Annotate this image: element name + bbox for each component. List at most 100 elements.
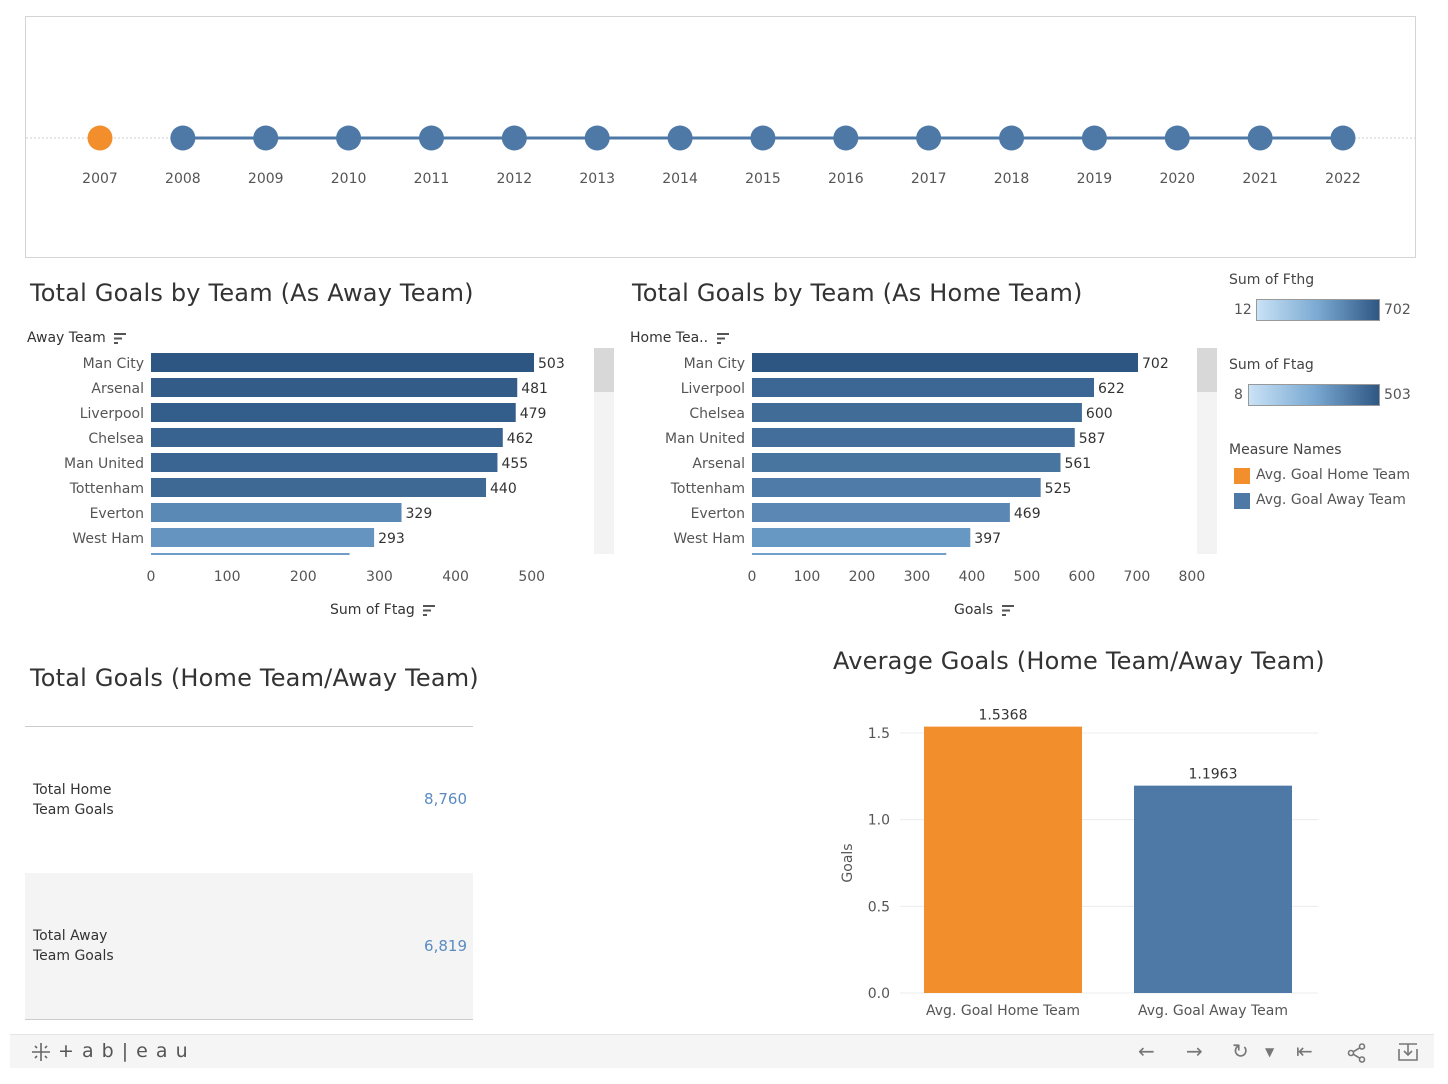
away-category-label[interactable]: Everton [90,506,144,522]
timeline-year-label[interactable]: 2017 [911,171,947,187]
away-value-label: 455 [501,456,528,472]
timeline-point-2009[interactable] [253,125,279,151]
legend-item-away[interactable]: Avg. Goal Away Team [1256,492,1406,508]
home-bar[interactable] [752,353,1138,372]
away-scrollbar-thumb[interactable] [594,348,614,392]
home-category-label[interactable]: Chelsea [689,406,745,422]
timeline-point-2013[interactable] [584,125,610,151]
timeline-year-label[interactable]: 2013 [579,171,615,187]
away-category-label[interactable]: Tottenham [69,481,144,497]
year-timeline: 2007 2008 2009 2010 2011 2012 2013 2014 2015 2016… [26,125,1415,187]
timeline-year-label[interactable]: 2015 [745,171,781,187]
home-category-label[interactable]: Arsenal [692,456,745,472]
timeline-point-2015[interactable] [750,125,776,151]
sort-icon[interactable] [1001,604,1014,616]
avg-bar[interactable] [1134,785,1292,993]
away-bar[interactable] [151,353,534,372]
timeline-point-2018[interactable] [999,125,1025,151]
avg-bar[interactable] [924,726,1082,993]
home-chart-scrollbar[interactable] [1197,348,1217,554]
away-bar[interactable] [151,478,487,497]
timeline-point-2008[interactable] [170,125,196,151]
away-bar[interactable] [151,378,518,397]
home-bar[interactable] [752,503,1010,522]
away-x-axis-label: Sum of Ftag [330,602,415,618]
timeline-point-2012[interactable] [501,125,527,151]
timeline-point-2017[interactable] [916,125,942,151]
timeline-year-label[interactable]: 2008 [165,171,201,187]
timeline-point-2014[interactable] [667,125,693,151]
away-x-axis-title[interactable]: Sum of Ftag [330,602,436,618]
away-category-label[interactable]: Liverpool [80,406,144,422]
home-category-label[interactable]: Man City [684,356,745,372]
home-bar[interactable] [752,428,1075,447]
chevron-down-icon[interactable]: ▼ [1265,1045,1275,1059]
home-category-label[interactable]: West Ham [673,531,745,547]
timeline-point-2010[interactable] [336,125,362,151]
away-x-tick: 100 [214,569,241,585]
away-bar[interactable] [151,528,375,547]
legend-item-home[interactable]: Avg. Goal Home Team [1256,467,1410,483]
download-icon[interactable] [1396,1041,1420,1063]
timeline-point-2019[interactable] [1081,125,1107,151]
timeline-year-label[interactable]: 2022 [1325,171,1361,187]
timeline-year-label[interactable]: 2021 [1242,171,1278,187]
sort-icon[interactable] [423,604,436,616]
tableau-toolbar: + a b | e a u ← → ↻ ▼ ⇤ [10,1034,1434,1068]
sort-icon[interactable] [114,332,127,344]
home-category-label[interactable]: Tottenham [670,481,745,497]
home-x-axis-title[interactable]: Goals [954,602,1014,618]
away-category-label[interactable]: Chelsea [88,431,144,447]
legend-swatch-away[interactable] [1234,493,1250,509]
home-bar[interactable] [752,478,1041,497]
home-category-label[interactable]: Everton [691,506,745,522]
timeline-year-label[interactable]: 2016 [828,171,864,187]
timeline-year-label[interactable]: 2019 [1077,171,1113,187]
timeline-point-2007[interactable] [87,125,113,151]
away-category-label[interactable]: Man United [64,456,144,472]
home-bar[interactable] [752,403,1082,422]
timeline-year-label[interactable]: 2009 [248,171,284,187]
timeline-year-label[interactable]: 2011 [414,171,450,187]
home-team-header[interactable]: Home Tea.. [630,330,729,346]
legend-swatch-home[interactable] [1234,468,1250,484]
home-bar[interactable] [752,528,971,547]
home-category-label[interactable]: Liverpool [681,381,745,397]
reset-icon[interactable]: ⇤ [1296,1039,1313,1063]
avg-category-label[interactable]: Avg. Goal Away Team [1138,1003,1288,1019]
timeline-year-label[interactable]: 2010 [331,171,367,187]
away-bar[interactable] [151,428,503,447]
timeline-point-2020[interactable] [1164,125,1190,151]
share-icon[interactable] [1346,1042,1368,1064]
away-value-label: 462 [507,431,534,447]
away-category-label[interactable]: Arsenal [91,381,144,397]
home-scrollbar-thumb[interactable] [1197,348,1217,392]
away-category-label[interactable]: Man City [83,356,144,372]
timeline-year-label[interactable]: 2020 [1159,171,1195,187]
away-category-label[interactable]: West Ham [72,531,144,547]
away-team-header[interactable]: Away Team [27,330,127,346]
home-category-label[interactable]: Man United [665,431,745,447]
timeline-year-label[interactable]: 2014 [662,171,698,187]
away-chart-scrollbar[interactable] [594,348,614,554]
timeline-point-2022[interactable] [1330,125,1356,151]
avg-category-label[interactable]: Avg. Goal Home Team [926,1003,1080,1019]
timeline-year-label[interactable]: 2007 [82,171,118,187]
home-bar[interactable] [752,378,1095,397]
undo-icon[interactable]: ← [1138,1039,1155,1063]
redo-icon[interactable]: → [1186,1039,1203,1063]
home-x-tick: 700 [1124,569,1151,585]
away-bar[interactable] [151,403,516,422]
timeline-point-2011[interactable] [418,125,444,151]
timeline-point-2021[interactable] [1247,125,1273,151]
home-x-tick: 0 [748,569,757,585]
revert-icon[interactable]: ↻ [1232,1039,1249,1063]
timeline-year-label[interactable]: 2012 [497,171,533,187]
away-bar[interactable] [151,453,498,472]
home-goals-chart: Man City 702 Liverpool 622 Chelsea 600 Man Uni… [665,353,1205,585]
timeline-point-2016[interactable] [833,125,859,151]
timeline-year-label[interactable]: 2018 [994,171,1030,187]
sort-icon[interactable] [716,332,729,344]
away-bar[interactable] [151,503,402,522]
home-bar[interactable] [752,453,1061,472]
